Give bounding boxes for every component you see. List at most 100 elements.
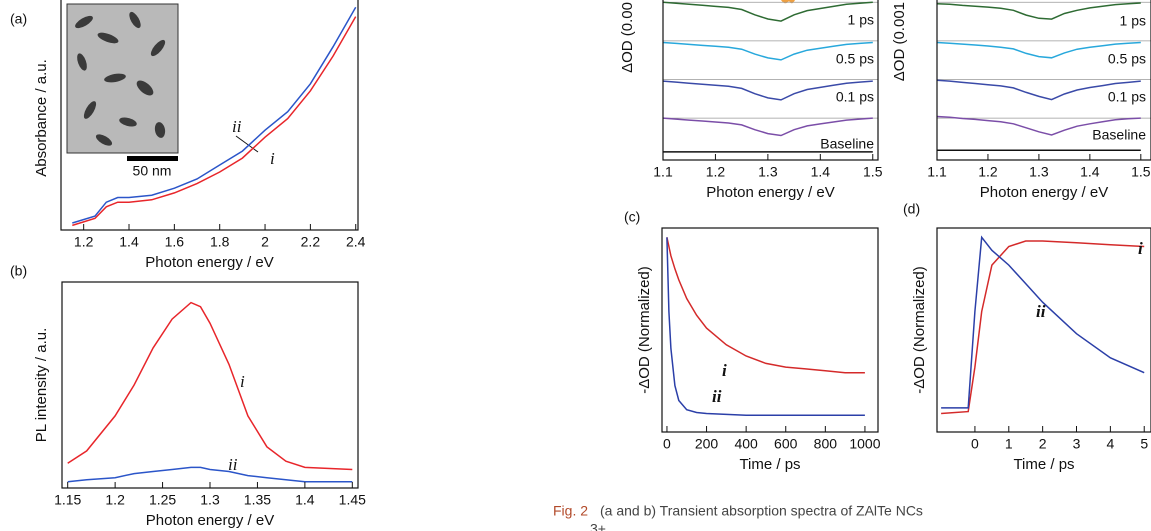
panel-label: (d) xyxy=(903,201,920,217)
series-label: 0.5 ps xyxy=(836,51,874,67)
plot-area xyxy=(941,235,1145,415)
series-line xyxy=(666,237,865,417)
series-label: i xyxy=(240,372,245,391)
series-label: Baseline xyxy=(1092,127,1146,143)
x-tick-label: 400 xyxy=(734,436,758,452)
x-tick-label: 0 xyxy=(663,436,671,452)
x-tick-label: 1.15 xyxy=(54,492,81,508)
x-tick-label: 1.4 xyxy=(1080,164,1100,180)
x-tick-label: 3 xyxy=(1073,436,1081,452)
y-axis-title: -ΔOD (Normalized) xyxy=(911,266,928,394)
plot-frame xyxy=(661,227,879,433)
series-line xyxy=(67,301,353,471)
x-tick-label: 1.8 xyxy=(210,234,230,250)
series-line xyxy=(72,16,357,227)
x-tick-label: 1.1 xyxy=(927,164,947,180)
panel-label: (c) xyxy=(624,209,640,225)
tem-inset: 50 nm xyxy=(66,3,179,179)
x-tick-label: 1.25 xyxy=(149,492,176,508)
series-line xyxy=(663,1,873,22)
y-axis-title: ΔOD (0.001 xyxy=(891,2,908,81)
x-tick-label: 800 xyxy=(814,436,838,452)
plot-area xyxy=(67,301,353,483)
plot-frame xyxy=(936,227,1151,433)
x-tick-label: 1.5 xyxy=(863,164,883,180)
x-tick-label: 0 xyxy=(971,436,979,452)
y-axis-title: PL intensity / a.u. xyxy=(33,328,50,443)
caption-text: (a and b) Transient absorption spectra o… xyxy=(600,503,923,519)
x-tick-label: 5 xyxy=(1140,436,1148,452)
series-label: i xyxy=(1138,239,1143,258)
x-axis-title: Time / ps xyxy=(739,456,800,473)
x-axis-title: Photon energy / eV xyxy=(980,184,1108,201)
series-line xyxy=(663,80,873,101)
x-axis-title: Photon energy / eV xyxy=(146,512,274,529)
scale-bar xyxy=(127,156,178,161)
series-label: 0.1 ps xyxy=(836,89,874,105)
x-tick-label: 1.4 xyxy=(295,492,315,508)
series-line xyxy=(937,115,1141,136)
x-tick-label: 1.5 xyxy=(1131,164,1151,180)
series-label: 0.1 ps xyxy=(1108,89,1146,105)
plot-area xyxy=(666,237,865,417)
series-label: ii xyxy=(228,455,238,474)
series-line xyxy=(663,117,873,137)
caption-label: Fig. 2 xyxy=(553,503,588,519)
plot-frame xyxy=(662,0,879,161)
x-tick-label: 600 xyxy=(774,436,798,452)
leader-line xyxy=(235,135,259,153)
plot-area xyxy=(72,6,357,227)
scale-label: 50 nm xyxy=(133,163,172,179)
y-axis-title: -ΔOD (Normalized) xyxy=(636,266,653,394)
plot-frame xyxy=(61,281,359,489)
x-tick-label: 1000 xyxy=(849,436,880,452)
series-label: 1 ps xyxy=(848,12,874,28)
series-label: ii xyxy=(232,117,242,136)
x-tick-label: 1 xyxy=(1005,436,1013,452)
panel-label: (a) xyxy=(10,11,27,27)
trace-fragment xyxy=(781,0,795,4)
series-label: i xyxy=(270,149,275,168)
series-line xyxy=(72,6,357,224)
series-label: ii xyxy=(712,387,722,406)
y-axis-title: Absorbance / a.u. xyxy=(33,59,50,177)
series-label: 1 ps xyxy=(1120,13,1146,29)
series-label: ii xyxy=(1036,302,1046,321)
x-axis-title: Time / ps xyxy=(1013,456,1074,473)
series-line xyxy=(666,237,865,374)
y-axis-title: ΔOD (0.00 xyxy=(619,2,636,73)
x-tick-label: 1.45 xyxy=(339,492,366,508)
x-tick-label: 1.3 xyxy=(758,164,778,180)
x-tick-label: 1.2 xyxy=(706,164,726,180)
x-tick-label: 1.4 xyxy=(119,234,139,250)
x-tick-label: 4 xyxy=(1106,436,1114,452)
series-line xyxy=(941,235,1145,409)
x-tick-label: 1.2 xyxy=(978,164,998,180)
x-tick-label: 200 xyxy=(695,436,719,452)
x-tick-label: 1.4 xyxy=(811,164,831,180)
plot-frame xyxy=(60,0,359,231)
caption-sup: 3+ xyxy=(590,521,606,531)
plot-area xyxy=(937,1,1151,152)
x-tick-label: 1.3 xyxy=(1029,164,1049,180)
x-tick-label: 2 xyxy=(261,234,269,250)
series-line xyxy=(937,2,1141,20)
x-tick-label: 1.2 xyxy=(105,492,125,508)
x-tick-label: 1.6 xyxy=(165,234,185,250)
series-line xyxy=(941,240,1145,415)
series-label: i xyxy=(722,361,727,380)
x-tick-label: 2.2 xyxy=(301,234,321,250)
x-tick-label: 2 xyxy=(1039,436,1047,452)
series-line xyxy=(663,41,873,61)
series-label: 0.5 ps xyxy=(1108,51,1146,67)
x-tick-label: 1.1 xyxy=(653,164,673,180)
series-line xyxy=(937,41,1141,59)
series-label: Baseline xyxy=(820,136,874,152)
x-tick-label: 1.3 xyxy=(200,492,220,508)
plot-frame xyxy=(936,0,1151,161)
plot-area xyxy=(663,1,878,153)
series-line xyxy=(937,79,1141,101)
x-tick-label: 1.2 xyxy=(74,234,94,250)
x-tick-label: 1.35 xyxy=(244,492,271,508)
